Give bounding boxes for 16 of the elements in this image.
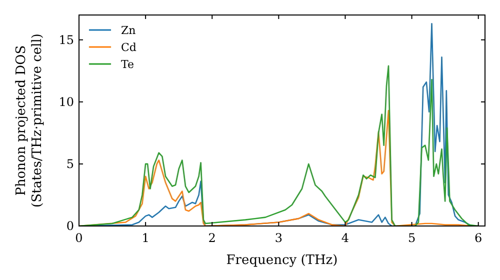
- x-axis-title: Frequency (THz): [226, 253, 338, 268]
- x-tick-label: 6: [474, 231, 482, 245]
- x-tick-label: 0: [75, 231, 83, 245]
- x-tick-label: 1: [142, 231, 150, 245]
- y-tick-label: 10: [58, 94, 74, 109]
- y-tick-label: 0: [66, 219, 74, 233]
- x-tick-label: 4: [341, 231, 350, 245]
- y-tick-label: 5: [66, 156, 74, 171]
- x-tick-label: 3: [274, 231, 282, 245]
- legend-label: Cd: [121, 41, 136, 54]
- x-tick-label: 2: [208, 231, 216, 245]
- y-axis-title: Phonon projected DOS (States/THz·primitive cell): [14, 33, 45, 208]
- legend-label: Te: [121, 58, 134, 71]
- x-tick-label: 5: [408, 231, 416, 245]
- y-tick-label: 15: [58, 32, 74, 47]
- legend-label: Zn: [121, 24, 136, 37]
